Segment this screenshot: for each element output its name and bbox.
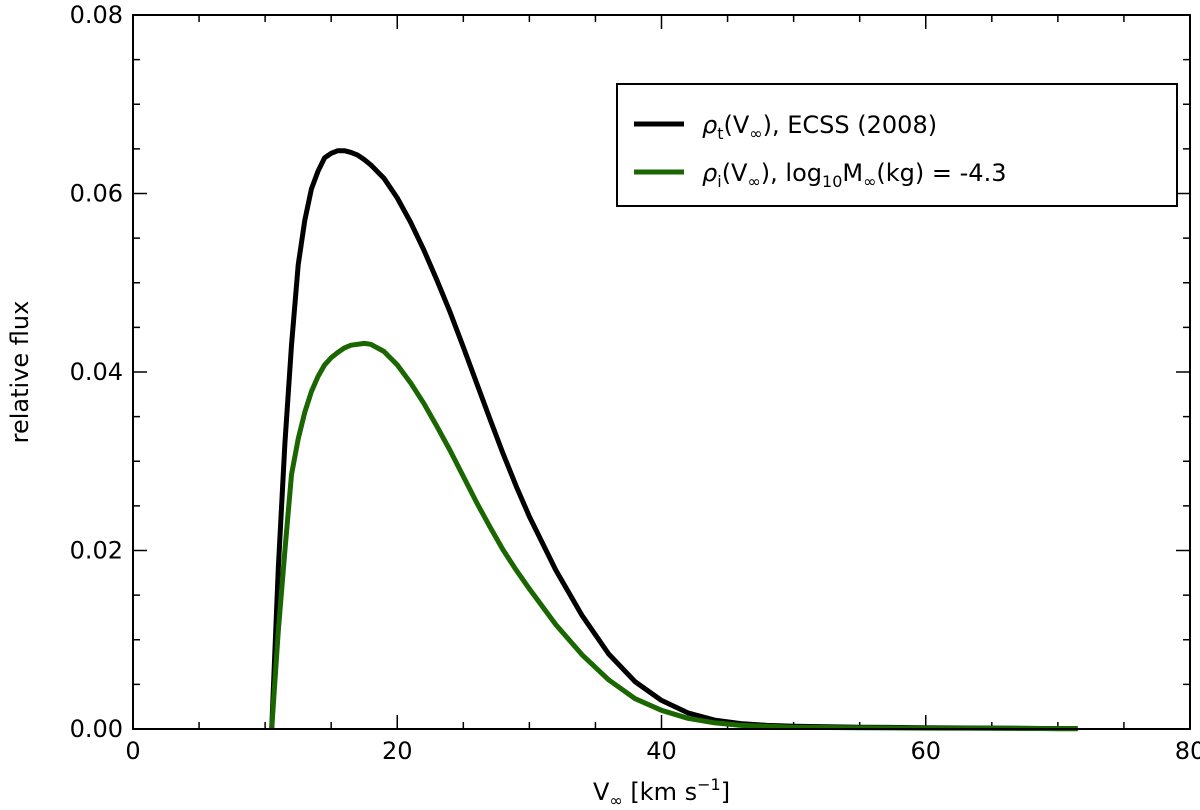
x-tick-label: 20 <box>382 737 413 765</box>
x-tick-label: 0 <box>125 737 140 765</box>
legend-1-rho: ρ <box>702 159 717 187</box>
legend-1-sub3: 10 <box>822 172 842 191</box>
legend-1-mid: (V <box>722 159 748 187</box>
series-line-1 <box>269 340 1078 732</box>
legend-1-sub4: ∞ <box>863 172 876 191</box>
y-tick-label: 0.06 <box>70 180 123 208</box>
legend-0-sub: t <box>717 124 723 143</box>
y-tick-label: 0.04 <box>70 358 123 386</box>
y-tick-label: 0.00 <box>70 715 123 743</box>
series-lines <box>269 148 1078 732</box>
x-axis-label-sub: ∞ <box>609 791 622 810</box>
y-axis-label: relative flux <box>6 301 34 444</box>
x-axis-label-rest: [km s <box>623 778 697 806</box>
legend-box <box>616 83 1178 207</box>
legend-1-sub2: ∞ <box>747 172 760 191</box>
plot-frame <box>132 14 1191 730</box>
legend-1-rest: ), log <box>761 159 822 187</box>
x-axis-label-main: V <box>593 778 610 806</box>
legend-1-sub: i <box>717 172 721 191</box>
x-axis-label-sup: −1 <box>697 775 721 794</box>
y-tick-label: 0.08 <box>70 1 123 29</box>
tick-labels: 0 20 40 60 80 0.00 0.02 0.04 0.06 0.08 <box>70 1 1200 765</box>
legend-0-rest: ), ECSS (2008) <box>763 111 937 139</box>
x-axis-label: V∞ [km s−1] <box>593 775 730 810</box>
legend-0-rho: ρ <box>702 111 717 139</box>
x-tick-label: 60 <box>910 737 941 765</box>
x-tick-label: 80 <box>1175 737 1200 765</box>
x-axis-label-end: ] <box>721 778 730 806</box>
x-tick-label: 40 <box>646 737 677 765</box>
y-tick-label: 0.02 <box>70 537 123 565</box>
legend-1-end: (kg) = -4.3 <box>876 159 1006 187</box>
legend-label-series-1: ρi(V∞), log10M∞(kg) = -4.3 <box>702 159 1006 191</box>
legend-label-series-0: ρt(V∞), ECSS (2008) <box>702 111 937 143</box>
legend: ρt(V∞), ECSS (2008) ρi(V∞), log10M∞(kg) … <box>616 83 1178 207</box>
legend-0-mid: (V <box>724 111 750 139</box>
legend-1-rest2: M <box>842 159 863 187</box>
legend-0-sub2: ∞ <box>749 124 762 143</box>
